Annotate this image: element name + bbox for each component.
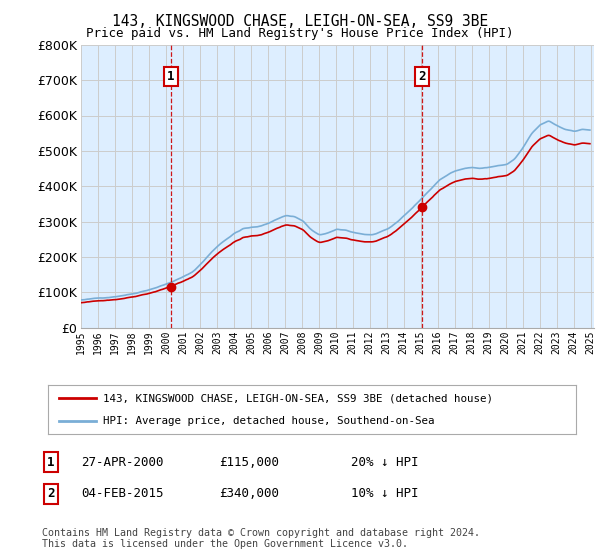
Text: 2020: 2020 xyxy=(500,330,511,354)
Text: £115,000: £115,000 xyxy=(219,455,279,469)
Text: 2005: 2005 xyxy=(246,330,256,354)
Text: 2025: 2025 xyxy=(586,330,596,354)
Text: 2011: 2011 xyxy=(348,330,358,354)
Text: HPI: Average price, detached house, Southend-on-Sea: HPI: Average price, detached house, Sout… xyxy=(103,416,435,426)
Text: 27-APR-2000: 27-APR-2000 xyxy=(81,455,163,469)
Text: 2: 2 xyxy=(418,70,426,83)
Text: 1995: 1995 xyxy=(76,330,86,354)
Text: £340,000: £340,000 xyxy=(219,487,279,501)
Text: 2013: 2013 xyxy=(382,330,392,354)
Text: 1999: 1999 xyxy=(144,330,154,354)
Text: 1: 1 xyxy=(47,455,55,469)
Text: 143, KINGSWOOD CHASE, LEIGH-ON-SEA, SS9 3BE: 143, KINGSWOOD CHASE, LEIGH-ON-SEA, SS9 … xyxy=(112,14,488,29)
Text: 2010: 2010 xyxy=(331,330,341,354)
Text: 2015: 2015 xyxy=(416,330,426,354)
Text: 2019: 2019 xyxy=(484,330,494,354)
Text: 2004: 2004 xyxy=(229,330,239,354)
Text: 2002: 2002 xyxy=(195,330,205,354)
Text: 2003: 2003 xyxy=(212,330,222,354)
Text: 2018: 2018 xyxy=(467,330,476,354)
Text: 1997: 1997 xyxy=(110,330,120,354)
Text: 2014: 2014 xyxy=(399,330,409,354)
Text: Price paid vs. HM Land Registry's House Price Index (HPI): Price paid vs. HM Land Registry's House … xyxy=(86,27,514,40)
Text: 1: 1 xyxy=(167,70,175,83)
Text: 2: 2 xyxy=(47,487,55,501)
Text: 2024: 2024 xyxy=(569,330,578,354)
Text: 04-FEB-2015: 04-FEB-2015 xyxy=(81,487,163,501)
Text: 20% ↓ HPI: 20% ↓ HPI xyxy=(351,455,419,469)
Text: 2001: 2001 xyxy=(178,330,188,354)
Text: 2012: 2012 xyxy=(365,330,375,354)
Text: 2016: 2016 xyxy=(433,330,443,354)
Text: 1996: 1996 xyxy=(93,330,103,354)
Text: 10% ↓ HPI: 10% ↓ HPI xyxy=(351,487,419,501)
Text: 2023: 2023 xyxy=(551,330,562,354)
Text: Contains HM Land Registry data © Crown copyright and database right 2024.
This d: Contains HM Land Registry data © Crown c… xyxy=(42,528,480,549)
Text: 2000: 2000 xyxy=(161,330,171,354)
Text: 143, KINGSWOOD CHASE, LEIGH-ON-SEA, SS9 3BE (detached house): 143, KINGSWOOD CHASE, LEIGH-ON-SEA, SS9 … xyxy=(103,393,493,403)
Text: 2017: 2017 xyxy=(450,330,460,354)
Text: 2022: 2022 xyxy=(535,330,545,354)
Text: 2007: 2007 xyxy=(280,330,290,354)
Text: 2006: 2006 xyxy=(263,330,273,354)
Text: 2008: 2008 xyxy=(297,330,307,354)
Text: 2021: 2021 xyxy=(518,330,527,354)
Text: 1998: 1998 xyxy=(127,330,137,354)
Text: 2009: 2009 xyxy=(314,330,324,354)
